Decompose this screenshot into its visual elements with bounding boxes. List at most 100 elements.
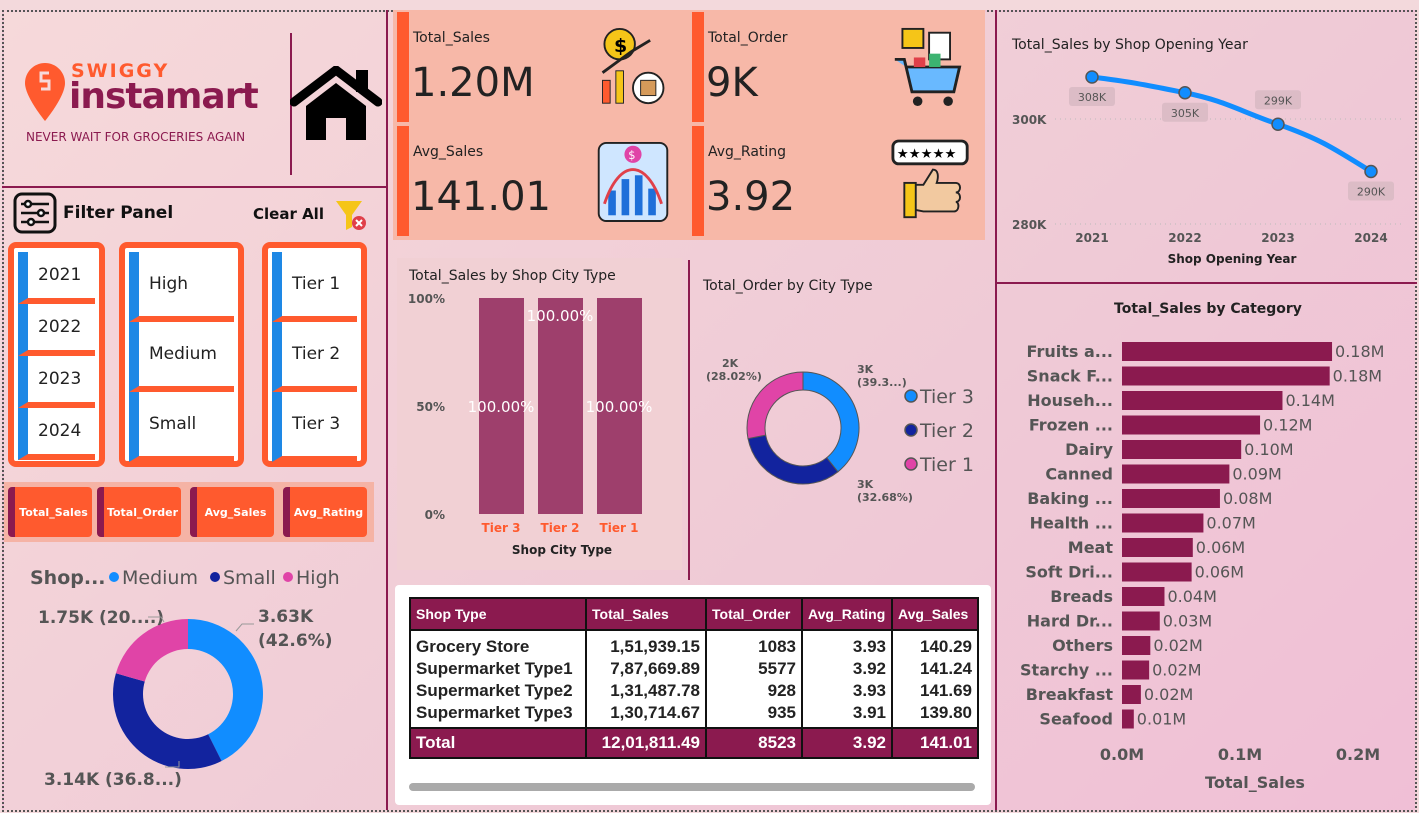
legend-item[interactable]: Small bbox=[223, 567, 276, 589]
sales-line bbox=[1091, 74, 1373, 174]
divider bbox=[2, 186, 386, 188]
category-bar[interactable] bbox=[1122, 513, 1204, 533]
category-bar[interactable] bbox=[1122, 660, 1150, 680]
slicer-item[interactable]: 2022 bbox=[18, 304, 95, 356]
bar-tier-1[interactable] bbox=[597, 298, 642, 514]
data-label: 0.09M bbox=[1232, 465, 1281, 484]
category-bar[interactable] bbox=[1122, 464, 1230, 484]
column-header[interactable]: Shop Type bbox=[409, 597, 587, 631]
slicer-item[interactable]: Small bbox=[129, 392, 234, 462]
slicer-item-label: High bbox=[149, 274, 189, 294]
category-label: Soft Dri... bbox=[1025, 563, 1113, 582]
measure-button-avg-rating[interactable]: Avg_Rating bbox=[283, 487, 367, 537]
sales-by-opening-year-chart: Total_Sales by Shop Opening Year 300K 280K… bbox=[1011, 37, 1405, 266]
legend-item[interactable]: Tier 2 bbox=[919, 420, 974, 442]
column-header[interactable]: Avg_Sales bbox=[891, 597, 979, 631]
category-bar[interactable] bbox=[1122, 366, 1330, 386]
bar-tier-3[interactable] bbox=[479, 298, 524, 514]
category-label: Househ... bbox=[1027, 391, 1113, 410]
donut-slice-small[interactable] bbox=[112, 673, 222, 769]
donut-slice-high[interactable] bbox=[115, 619, 188, 682]
category-bar[interactable] bbox=[1122, 611, 1160, 631]
x-tick-label: Tier 2 bbox=[541, 521, 580, 535]
category-bar[interactable] bbox=[1122, 636, 1151, 655]
category-label: Starchy ... bbox=[1020, 661, 1113, 680]
column-header[interactable]: Total_Order bbox=[705, 597, 803, 631]
category-bar[interactable] bbox=[1122, 391, 1283, 410]
measure-button-total-order[interactable]: Total_Order bbox=[97, 487, 181, 537]
data-label: (39.3...) bbox=[857, 376, 907, 389]
category-label: Frozen ... bbox=[1029, 416, 1113, 435]
table-row[interactable]: Supermarket Type3 1,30,714.67 935 3.91 139.8… bbox=[409, 702, 979, 728]
y-tick-label: 50% bbox=[416, 400, 445, 414]
category-bar[interactable] bbox=[1122, 538, 1193, 557]
slicer-item[interactable]: Medium bbox=[129, 322, 234, 392]
data-point[interactable] bbox=[1085, 70, 1099, 84]
slicer-item[interactable]: 2021 bbox=[18, 252, 95, 304]
column-header[interactable]: Total_Sales bbox=[585, 597, 707, 631]
category-bar[interactable] bbox=[1122, 685, 1141, 704]
slicer-item[interactable]: Tier 3 bbox=[272, 392, 357, 462]
data-point[interactable] bbox=[1364, 164, 1378, 179]
x-tick-label: Tier 3 bbox=[482, 521, 521, 535]
category-bar[interactable] bbox=[1122, 587, 1165, 606]
year-slicer: 2021 2022 2023 2024 bbox=[8, 242, 105, 467]
data-label: 0.06M bbox=[1195, 563, 1244, 582]
data-label: 1.75K (20....) bbox=[38, 608, 164, 628]
category-label: Dairy bbox=[1065, 440, 1113, 459]
data-label: 100.00% bbox=[586, 398, 653, 416]
category-bar[interactable] bbox=[1122, 562, 1192, 582]
slicer-item[interactable]: Tier 2 bbox=[272, 322, 357, 392]
data-point[interactable] bbox=[1178, 86, 1192, 100]
size-slicer: High Medium Small bbox=[119, 242, 244, 467]
category-bar[interactable] bbox=[1122, 342, 1333, 361]
shop-type-table-panel: Shop Type Total_Sales Total_Order Avg_Ratin… bbox=[395, 585, 991, 805]
slicer-item-label: 2021 bbox=[38, 265, 82, 285]
data-point[interactable] bbox=[1271, 117, 1285, 131]
swiggy-pin-icon bbox=[25, 63, 65, 121]
donut-slice-medium[interactable] bbox=[188, 619, 264, 762]
measure-button-total-sales[interactable]: Total_Sales bbox=[8, 487, 92, 537]
column-header[interactable]: Avg_Rating bbox=[801, 597, 893, 631]
horizontal-scrollbar[interactable] bbox=[409, 783, 975, 791]
sales-by-category-chart: Total_Sales by Category Fruits a... 0.18M S… bbox=[1020, 301, 1384, 792]
category-bar[interactable] bbox=[1122, 440, 1242, 459]
category-bar[interactable] bbox=[1122, 709, 1134, 729]
slicer-item[interactable]: 2024 bbox=[18, 408, 95, 460]
kpi-value: 3.92 bbox=[706, 174, 796, 220]
slicer-item[interactable]: 2023 bbox=[18, 356, 95, 408]
table-row[interactable]: Supermarket Type1 7,87,669.89 5577 3.92 141.… bbox=[409, 658, 979, 680]
data-label: 2K bbox=[722, 357, 739, 370]
legend-item[interactable]: High bbox=[296, 567, 340, 589]
slicer-item[interactable]: Tier 1 bbox=[272, 252, 357, 322]
slicer-item[interactable]: High bbox=[129, 252, 234, 322]
kpi-label: Total_Order bbox=[708, 30, 788, 46]
table-cell: 3.91 bbox=[801, 702, 893, 728]
total-cell: 3.92 bbox=[801, 727, 893, 759]
chart-title: Total_Sales by Category bbox=[1114, 301, 1302, 317]
svg-text:★★★★★: ★★★★★ bbox=[897, 147, 957, 162]
legend-item[interactable]: Tier 1 bbox=[919, 454, 974, 476]
measure-button-avg-sales[interactable]: Avg_Sales bbox=[190, 487, 274, 537]
clear-filter-icon[interactable] bbox=[334, 199, 368, 231]
bar-tier-2[interactable] bbox=[538, 298, 583, 514]
x-tick-label: 2021 bbox=[1075, 231, 1108, 245]
legend-item[interactable]: Tier 3 bbox=[919, 386, 974, 408]
legend-item[interactable]: Medium bbox=[122, 567, 198, 589]
category-label: Meat bbox=[1068, 538, 1114, 557]
category-bar[interactable] bbox=[1122, 489, 1220, 508]
slicer-item-label: 2024 bbox=[38, 421, 82, 441]
divider bbox=[995, 10, 997, 810]
table-row[interactable]: Supermarket Type2 1,31,487.78 928 3.93 141.6… bbox=[409, 680, 979, 702]
donut-slice-tier-2[interactable] bbox=[747, 434, 839, 485]
donut-slice-tier-3[interactable] bbox=[802, 371, 860, 473]
table-row[interactable]: Grocery Store 1,51,939.15 1083 3.93 140.29 bbox=[409, 630, 979, 658]
home-icon[interactable] bbox=[290, 66, 382, 142]
y-tick-label: 0% bbox=[425, 508, 445, 522]
table-cell: 3.93 bbox=[801, 630, 893, 658]
x-tick-label: Tier 1 bbox=[600, 521, 639, 535]
donut-slice-tier-1[interactable] bbox=[746, 371, 804, 440]
category-bar[interactable] bbox=[1122, 415, 1261, 435]
table-cell: Supermarket Type3 bbox=[409, 702, 587, 728]
clear-all-button[interactable]: Clear All bbox=[253, 205, 324, 223]
